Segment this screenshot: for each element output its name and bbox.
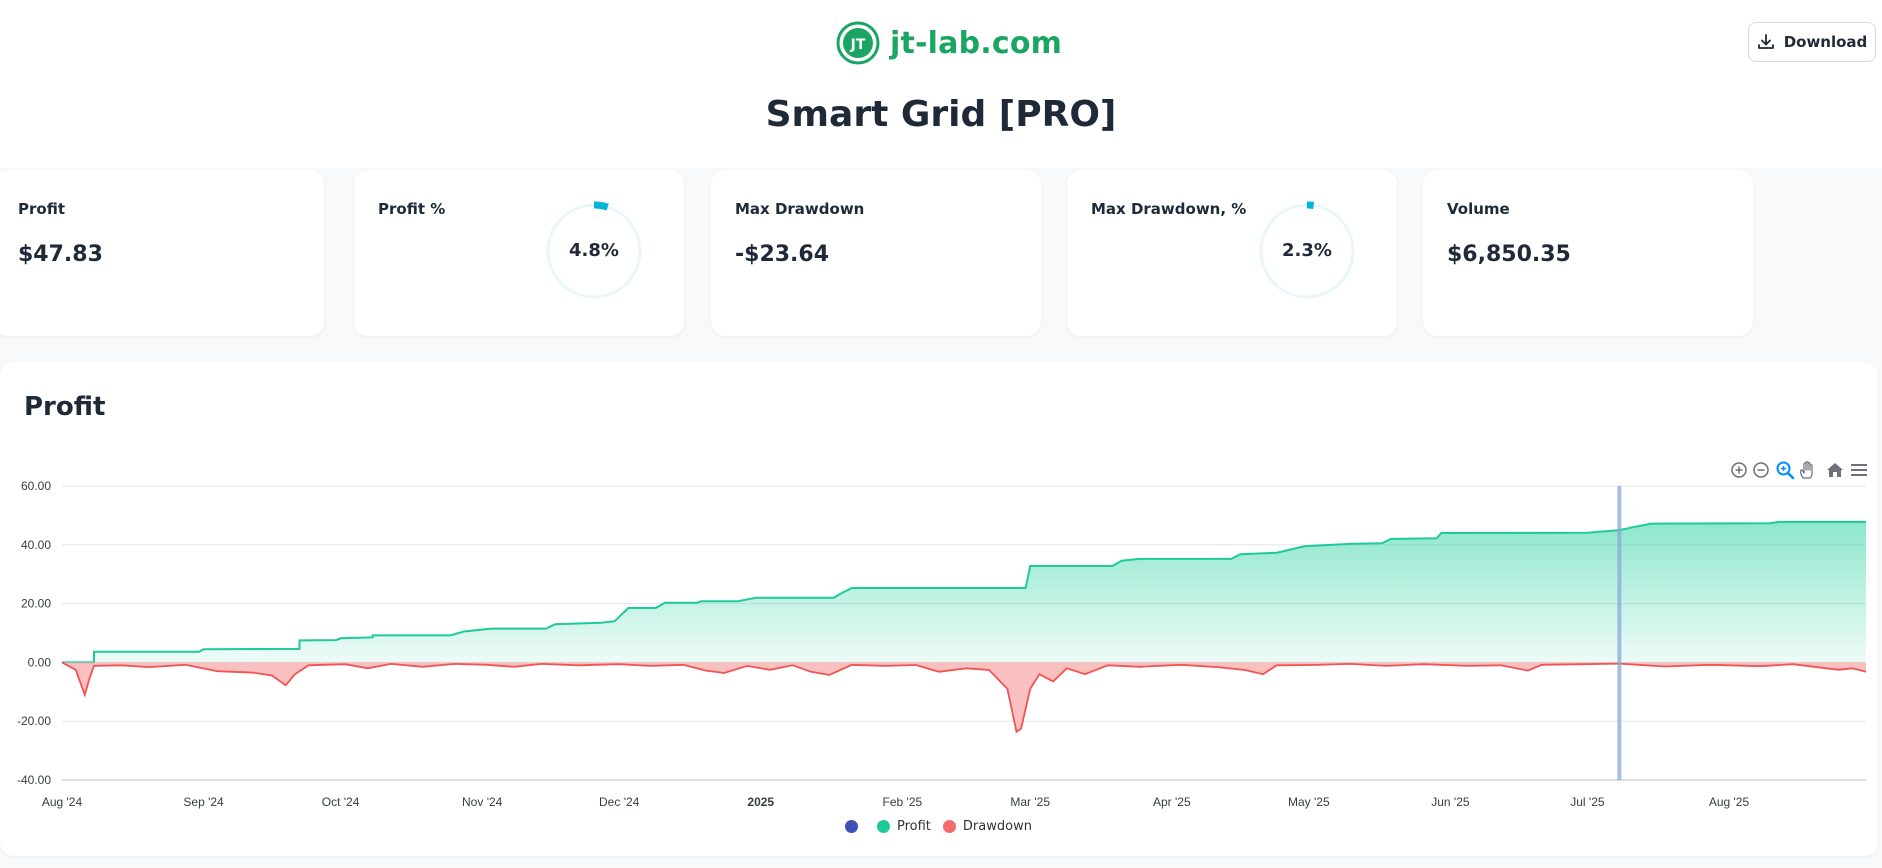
metric-label: Max Drawdown (735, 200, 865, 218)
zoom-out-icon[interactable] (1750, 459, 1772, 481)
x-tick-label: Apr '25 (1153, 795, 1191, 809)
home-icon[interactable] (1824, 459, 1846, 481)
x-tick-label: Aug '25 (1709, 795, 1750, 809)
metric-value: 4.8% (569, 240, 619, 261)
profit-chart[interactable]: 60.00 40.00 20.00 0.00 -20.00 -40.00 Aug '24 Se… (0, 362, 1878, 856)
metric-card-max-drawdown: Max Drawdown -$23.64 (711, 170, 1041, 336)
x-tick-label: Dec '24 (599, 795, 640, 809)
y-tick-label: 0.00 (28, 655, 52, 669)
x-tick-label: Oct '24 (322, 795, 360, 809)
jt-logo-icon: JT (836, 21, 880, 65)
brand[interactable]: JT jt-lab.com (836, 20, 1062, 66)
legend-label: Drawdown (962, 818, 1032, 834)
y-tick-label: 20.00 (21, 597, 51, 611)
drawdown-area (62, 662, 1866, 732)
menu-icon[interactable] (1848, 459, 1870, 481)
metric-label: Profit % (378, 200, 446, 218)
y-tick-label: -20.00 (17, 714, 51, 728)
metric-label: Profit (18, 200, 65, 218)
x-tick-label: Mar '25 (1010, 795, 1050, 809)
top-bar (0, 0, 1882, 168)
x-tick-label: Feb '25 (883, 795, 923, 809)
brand-name: jt-lab.com (890, 25, 1063, 61)
metric-card-profit-percent: Profit % 4.8% (354, 170, 684, 336)
x-tick-label: Sep '24 (183, 795, 224, 809)
metric-card-profit: Profit $47.83 (0, 170, 324, 336)
legend-label: Profit (897, 818, 931, 834)
download-label: Download (1783, 33, 1868, 51)
legend-item-drawdown[interactable]: Drawdown (942, 818, 1032, 834)
pan-icon[interactable] (1796, 459, 1818, 481)
y-tick-label: -40.00 (17, 773, 51, 787)
metric-value: $6,850.35 (1447, 242, 1571, 267)
legend-marker (877, 819, 890, 833)
metric-label: Max Drawdown, % (1091, 200, 1247, 218)
legend-item-unnamed[interactable] (845, 819, 865, 833)
x-tick-label: Aug '24 (42, 795, 83, 809)
x-tick-label: Jul '25 (1570, 795, 1605, 809)
download-button[interactable]: Download (1748, 22, 1876, 62)
x-tick-label: 2025 (747, 795, 774, 809)
logo-text: JT (850, 37, 866, 53)
profit-area (62, 521, 1866, 663)
profit-chart-card: Profit 60.00 40.00 20.00 0.00 -20.00 -40.00 Au… (0, 362, 1878, 856)
metric-value: -$23.64 (735, 242, 830, 267)
metric-label: Volume (1447, 200, 1510, 218)
drawdown-line (61, 661, 1867, 734)
metric-card-volume: Volume $6,850.35 (1423, 170, 1753, 336)
zoom-in-icon[interactable] (1728, 459, 1750, 481)
download-icon (1757, 34, 1774, 49)
metric-value: $47.83 (18, 242, 103, 267)
metric-card-max-drawdown-percent: Max Drawdown, % 2.3% (1067, 170, 1397, 336)
metric-value: 2.3% (1282, 240, 1332, 261)
x-tick-label: Nov '24 (462, 795, 503, 809)
profit-percent-gauge: 4.8% (544, 201, 644, 301)
chart-legend: Profit Drawdown (845, 816, 1044, 836)
x-tick-label: Jun '25 (1431, 795, 1470, 809)
x-tick-label: May '25 (1288, 795, 1330, 809)
profit-line (62, 520, 1866, 664)
legend-marker (942, 819, 956, 833)
legend-item-profit[interactable]: Profit (877, 819, 931, 834)
selection-zoom-icon[interactable] (1774, 459, 1796, 481)
y-tick-label: 60.00 (21, 479, 51, 493)
legend-marker (845, 819, 858, 833)
chart-title: Profit (24, 392, 106, 422)
y-tick-label: 40.00 (21, 538, 51, 552)
max-drawdown-percent-gauge: 2.3% (1257, 201, 1357, 301)
page-title: Smart Grid [PRO] (765, 94, 1117, 135)
